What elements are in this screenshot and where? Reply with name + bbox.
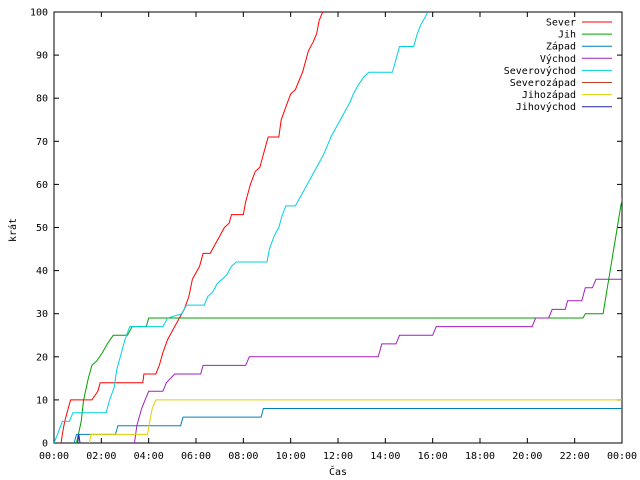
legend-entry-label: Jihovýchod	[516, 101, 576, 113]
legend-entry-label: Východ	[540, 53, 576, 65]
legend-entry-label: Západ	[546, 41, 576, 53]
y-tick-label: 90	[36, 51, 48, 62]
y-axis-label: krát	[7, 218, 19, 242]
series-line	[77, 434, 81, 443]
legend-entry-label: Severovýchod	[504, 65, 576, 77]
series-line	[54, 12, 429, 443]
x-tick-label: 04:00	[134, 451, 164, 462]
legend-entry-label: Severozápad	[510, 77, 576, 89]
y-tick-label: 30	[36, 309, 48, 320]
y-tick-label: 50	[36, 223, 48, 234]
x-tick-label: 16:00	[418, 451, 448, 462]
y-tick-label: 70	[36, 137, 48, 148]
y-tick-label: 0	[42, 439, 48, 450]
axis-tick-labels: 0 10 20 30 40 50 60 70 80 90 100 00:00 02:00 04:00 06:…	[30, 8, 637, 463]
series-line	[134, 278, 622, 443]
legend-entry-label: Jihozápad	[522, 89, 576, 101]
x-tick-label: 12:00	[323, 451, 353, 462]
x-tick-label: 10:00	[276, 451, 306, 462]
x-tick-label: 22:00	[560, 451, 590, 462]
x-tick-label: 00:00	[607, 451, 637, 462]
legend-entry-label: Sever	[546, 18, 576, 29]
series-line	[76, 197, 622, 443]
series-line	[73, 408, 622, 443]
series-line	[60, 12, 324, 443]
series-lines	[54, 12, 622, 443]
x-axis-label: Čas	[329, 465, 347, 478]
x-tick-label: 18:00	[465, 451, 495, 462]
series-line	[89, 399, 622, 443]
legend: SeverJihZápadVýchodSeverovýchodSeverozáp…	[504, 18, 612, 113]
y-tick-label: 10	[36, 395, 48, 406]
x-tick-label: 20:00	[512, 451, 542, 462]
x-tick-label: 08:00	[228, 451, 258, 462]
y-tick-label: 40	[36, 266, 48, 277]
y-tick-label: 80	[36, 94, 48, 105]
x-tick-label: 14:00	[370, 451, 400, 462]
y-tick-label: 60	[36, 180, 48, 191]
x-tick-label: 02:00	[86, 451, 116, 462]
x-tick-label: 00:00	[39, 451, 69, 462]
x-tick-label: 06:00	[181, 451, 211, 462]
y-tick-label: 20	[36, 352, 48, 363]
legend-entry-label: Jih	[558, 30, 576, 41]
y-tick-label: 100	[30, 8, 48, 19]
